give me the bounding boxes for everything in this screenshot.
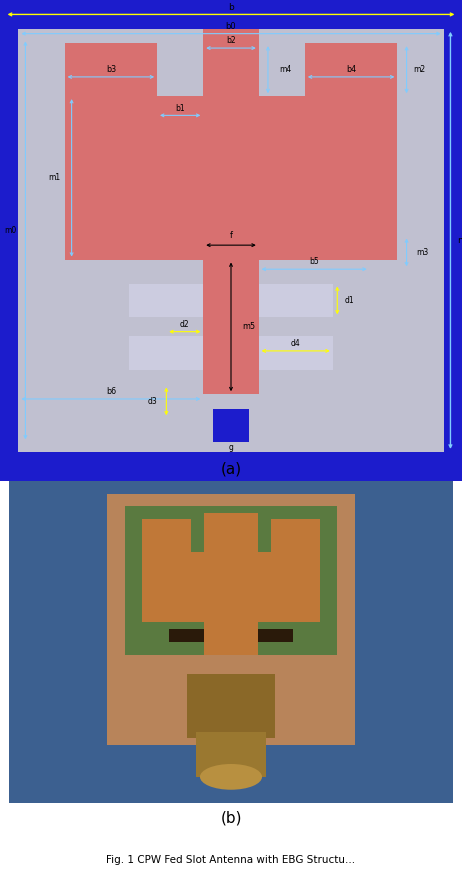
Text: m1: m1 bbox=[48, 174, 60, 183]
Text: m2: m2 bbox=[413, 65, 426, 74]
Bar bbox=[129, 284, 203, 318]
Text: b1: b1 bbox=[176, 104, 185, 113]
Bar bbox=[125, 506, 337, 654]
Text: d1: d1 bbox=[344, 296, 354, 305]
Text: d4: d4 bbox=[291, 340, 301, 348]
Text: b0: b0 bbox=[226, 22, 236, 31]
Text: f: f bbox=[230, 231, 232, 240]
Bar bbox=[258, 629, 293, 642]
Text: m5: m5 bbox=[243, 322, 255, 332]
Text: d3: d3 bbox=[147, 397, 157, 406]
Bar bbox=[65, 43, 157, 96]
Text: (b): (b) bbox=[220, 810, 242, 826]
Text: b5: b5 bbox=[309, 258, 319, 266]
Bar bbox=[187, 674, 275, 738]
Text: d2: d2 bbox=[180, 320, 189, 329]
Text: Fig. 1 CPW Fed Slot Antenna with EBG Structu...: Fig. 1 CPW Fed Slot Antenna with EBG Str… bbox=[106, 855, 356, 865]
Bar bbox=[213, 408, 249, 442]
Bar bbox=[142, 551, 320, 623]
Bar bbox=[258, 519, 271, 551]
Bar bbox=[271, 519, 320, 551]
Bar bbox=[259, 284, 333, 318]
Bar bbox=[191, 519, 204, 551]
Ellipse shape bbox=[200, 764, 262, 789]
Text: b2: b2 bbox=[226, 36, 236, 45]
Text: m: m bbox=[457, 235, 462, 245]
Bar bbox=[305, 43, 397, 96]
Bar bbox=[203, 29, 259, 96]
Text: m0: m0 bbox=[4, 226, 16, 235]
Text: m3: m3 bbox=[416, 248, 428, 257]
Bar bbox=[204, 513, 258, 551]
Text: b: b bbox=[228, 3, 234, 11]
Bar bbox=[107, 494, 355, 744]
Text: g: g bbox=[229, 443, 233, 452]
Text: b4: b4 bbox=[346, 65, 356, 74]
Bar bbox=[203, 259, 259, 394]
Bar bbox=[142, 519, 191, 551]
Text: m4: m4 bbox=[280, 65, 292, 74]
Bar bbox=[195, 732, 267, 777]
Text: b3: b3 bbox=[106, 65, 116, 74]
Bar bbox=[65, 96, 397, 259]
Bar bbox=[169, 629, 204, 642]
Bar bbox=[129, 337, 203, 370]
Bar bbox=[204, 623, 258, 654]
Bar bbox=[18, 29, 444, 452]
Text: b6: b6 bbox=[106, 387, 116, 396]
Text: (a): (a) bbox=[220, 461, 242, 476]
Bar bbox=[259, 337, 333, 370]
